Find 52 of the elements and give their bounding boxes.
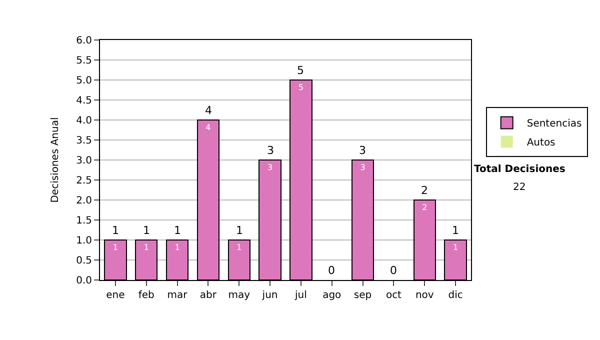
y-tick-label: 2.0 xyxy=(76,196,92,206)
y-axis-title: Decisiones Anual xyxy=(50,117,62,203)
total-label: 1 xyxy=(236,224,243,237)
total-label: 3 xyxy=(267,144,274,157)
data-label: 5 xyxy=(298,83,304,92)
x-tick-label: may xyxy=(228,290,250,301)
y-tick-label: 2.5 xyxy=(76,176,92,186)
data-label: 1 xyxy=(144,243,149,252)
total-label: 1 xyxy=(143,224,150,237)
total-label: 0 xyxy=(328,264,335,277)
y-tick-label: 1.0 xyxy=(76,236,92,246)
text: Total Decisiones xyxy=(474,164,566,175)
x-tick-label: sep xyxy=(354,290,372,301)
y-tick-label: 5.0 xyxy=(76,76,92,86)
data-label: 1 xyxy=(236,243,242,252)
x-tick-label: abr xyxy=(200,290,218,301)
legend-label: Autos xyxy=(526,138,556,149)
data-label: 1 xyxy=(174,243,180,252)
x-tick-label: jun xyxy=(261,290,278,301)
total-label: 2 xyxy=(421,184,428,197)
y-tick-label: 1.5 xyxy=(76,216,92,226)
data-label: 3 xyxy=(360,163,366,172)
x-tick-label: mar xyxy=(167,290,188,301)
x-tick-label: feb xyxy=(138,290,154,301)
data-label: 1 xyxy=(112,243,118,252)
total-label: 1 xyxy=(452,224,459,237)
x-tick-label: dic xyxy=(448,290,463,301)
data-label: 3 xyxy=(267,163,273,172)
data-label: 2 xyxy=(422,203,428,212)
total-label: 1 xyxy=(112,224,119,237)
y-tick-label: 3.0 xyxy=(76,156,92,166)
text: 22 xyxy=(513,182,526,193)
y-tick-label: 0.0 xyxy=(76,276,92,286)
x-tick-label: ago xyxy=(322,290,342,301)
x-tick-label: jul xyxy=(294,290,307,301)
y-tick-label: 6.0 xyxy=(76,36,92,46)
y-tick-label: 3.5 xyxy=(76,136,92,146)
x-tick-label: oct xyxy=(386,290,402,301)
legend-label: Sentencias xyxy=(526,118,582,130)
total-label: 0 xyxy=(390,264,397,277)
y-tick-label: 5.5 xyxy=(76,56,92,66)
total-label: 5 xyxy=(297,64,304,77)
total-label: 3 xyxy=(359,144,366,157)
x-tick-label: nov xyxy=(415,290,434,301)
y-tick-label: 4.0 xyxy=(76,116,92,126)
data-label: 4 xyxy=(206,123,211,132)
data-label: 1 xyxy=(452,243,458,252)
total-label: 4 xyxy=(205,104,212,117)
total-label: 1 xyxy=(174,224,181,237)
x-tick-label: ene xyxy=(106,290,125,301)
y-tick-label: 4.5 xyxy=(76,96,92,106)
y-tick-label: 0.5 xyxy=(76,256,92,266)
